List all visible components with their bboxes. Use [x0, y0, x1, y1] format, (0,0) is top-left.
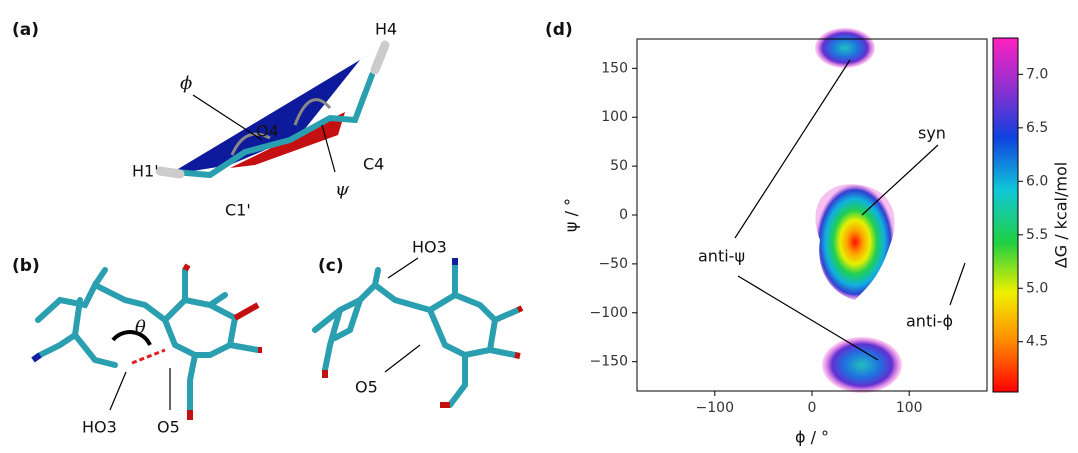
- atom-label: H1': [132, 162, 159, 181]
- atom-label: O4: [256, 122, 279, 141]
- annotation: anti-ϕ: [906, 312, 953, 331]
- angle-label: θ: [135, 317, 146, 338]
- colorbar-tick-label: 7.0: [1026, 66, 1048, 82]
- y-tick-label: 100: [601, 109, 628, 125]
- pointer: [388, 258, 418, 278]
- x-tick-label: 0: [808, 400, 817, 416]
- density-region: [815, 28, 875, 68]
- atom-label: H4: [375, 20, 397, 39]
- y-tick-label: −50: [598, 256, 628, 272]
- pointer: [385, 345, 420, 372]
- bond: [375, 45, 385, 70]
- annotation: syn: [918, 124, 946, 143]
- atom-label: C4: [363, 155, 384, 174]
- atom-label: HO3: [412, 238, 447, 257]
- colorbar-tick-label: 4.5: [1026, 334, 1048, 350]
- atom-label: ψ: [335, 179, 350, 200]
- pointer: [110, 372, 126, 410]
- colorbar-tick-label: 5.0: [1026, 280, 1048, 296]
- density-region: [822, 337, 902, 393]
- x-tick-label: 100: [896, 400, 923, 416]
- figure: (a) ϕ O4 H4 C4 H1' C1' ψ (b) θ HO3 O5 (c…: [0, 0, 1078, 449]
- atom-label: ϕ: [180, 73, 192, 94]
- y-tick-label: 150: [601, 60, 628, 76]
- annotation-line: [862, 145, 938, 215]
- bond: [33, 355, 40, 360]
- x-tick-label: −100: [696, 400, 734, 416]
- y-tick-label: 50: [610, 158, 628, 174]
- pointer: [193, 95, 262, 140]
- heatmap-plot: [815, 28, 902, 393]
- x-axis-label: ϕ / °: [795, 428, 829, 447]
- colorbar: [993, 38, 1018, 392]
- annotation-line: [950, 263, 965, 305]
- plot-frame: [637, 39, 987, 391]
- panel-label: (c): [318, 256, 344, 276]
- h-bond: [132, 350, 165, 363]
- bond: [315, 265, 518, 405]
- bond: [185, 265, 262, 420]
- annotation: anti-ψ: [698, 247, 745, 266]
- colorbar-tick-label: 6.5: [1026, 120, 1048, 136]
- panel-label: (a): [12, 20, 39, 40]
- colorbar-tick-label: 6.0: [1026, 173, 1048, 189]
- density-region: [816, 184, 895, 300]
- atom-label: HO3: [82, 418, 117, 437]
- atom-label: O5: [157, 418, 180, 437]
- colorbar-label: ΔG / kcal/mol: [1052, 162, 1071, 268]
- colorbar-tick-label: 5.5: [1026, 227, 1048, 243]
- y-axis-label: ψ / °: [562, 198, 581, 232]
- panel-label: (b): [12, 256, 40, 276]
- y-tick-label: 0: [619, 207, 628, 223]
- y-tick-label: −100: [590, 305, 628, 321]
- panel-label: (d): [545, 20, 573, 40]
- atom-label: O5: [355, 378, 378, 397]
- bond: [160, 171, 180, 174]
- y-tick-label: −150: [590, 354, 628, 370]
- atom-label: C1': [225, 201, 251, 220]
